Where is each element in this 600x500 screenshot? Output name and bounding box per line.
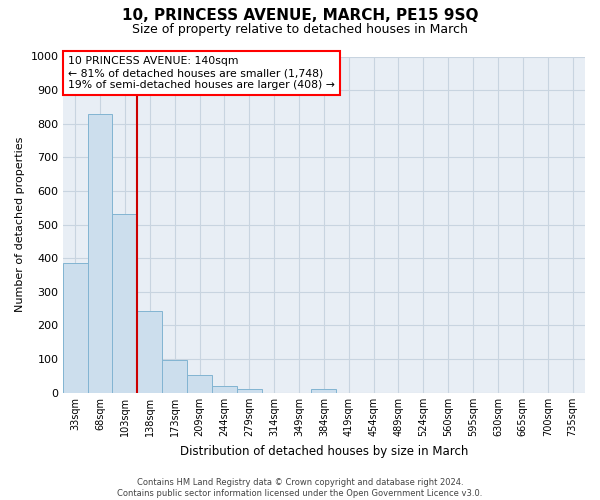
Text: 10, PRINCESS AVENUE, MARCH, PE15 9SQ: 10, PRINCESS AVENUE, MARCH, PE15 9SQ bbox=[122, 8, 478, 22]
Bar bbox=[311, 390, 336, 392]
X-axis label: Distribution of detached houses by size in March: Distribution of detached houses by size … bbox=[179, 444, 468, 458]
Bar bbox=[112, 214, 137, 392]
Bar bbox=[212, 386, 237, 392]
Text: Size of property relative to detached houses in March: Size of property relative to detached ho… bbox=[132, 22, 468, 36]
Bar bbox=[137, 312, 162, 392]
Bar bbox=[237, 388, 262, 392]
Text: 10 PRINCESS AVENUE: 140sqm
← 81% of detached houses are smaller (1,748)
19% of s: 10 PRINCESS AVENUE: 140sqm ← 81% of deta… bbox=[68, 56, 335, 90]
Y-axis label: Number of detached properties: Number of detached properties bbox=[15, 137, 25, 312]
Text: Contains HM Land Registry data © Crown copyright and database right 2024.
Contai: Contains HM Land Registry data © Crown c… bbox=[118, 478, 482, 498]
Bar bbox=[63, 263, 88, 392]
Bar bbox=[88, 114, 112, 392]
Bar bbox=[187, 375, 212, 392]
Bar bbox=[162, 360, 187, 392]
